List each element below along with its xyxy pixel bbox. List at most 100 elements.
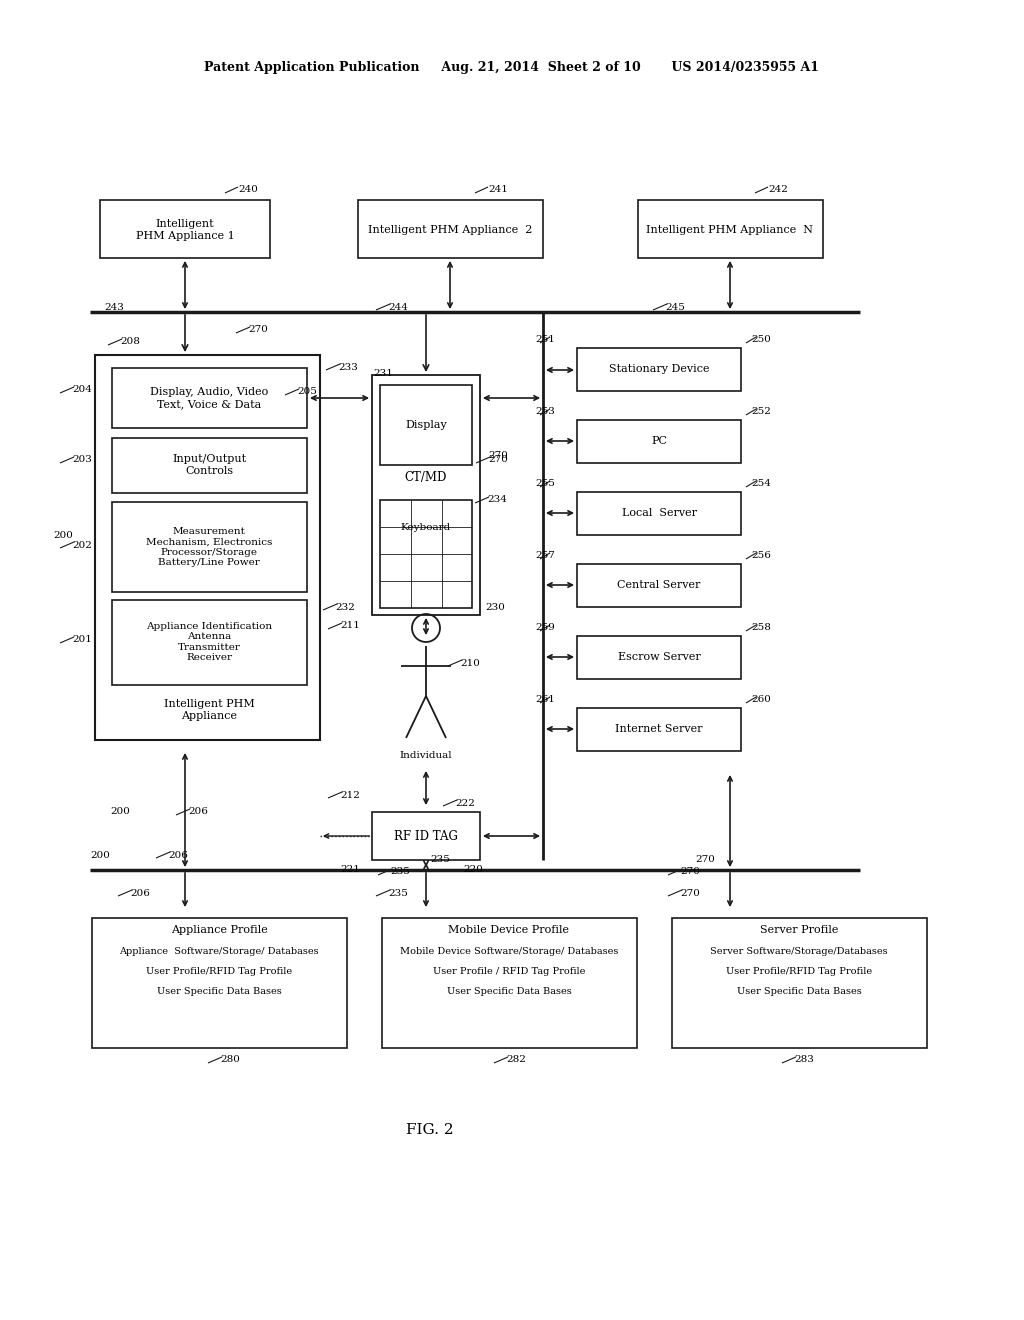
Text: 206: 206 <box>168 850 187 859</box>
FancyBboxPatch shape <box>112 502 307 591</box>
Text: Appliance Profile: Appliance Profile <box>171 925 267 935</box>
Text: 203: 203 <box>72 455 92 465</box>
FancyBboxPatch shape <box>638 201 823 257</box>
Text: Server Software/Storage/Databases: Server Software/Storage/Databases <box>711 948 888 957</box>
Text: 283: 283 <box>794 1056 814 1064</box>
Text: Appliance  Software/Storage/ Databases: Appliance Software/Storage/ Databases <box>119 948 318 957</box>
Text: 234: 234 <box>487 495 507 504</box>
Text: 254: 254 <box>751 479 771 488</box>
FancyBboxPatch shape <box>382 917 637 1048</box>
Text: 200: 200 <box>90 850 110 859</box>
Text: Keyboard: Keyboard <box>400 523 452 532</box>
Text: Patent Application Publication     Aug. 21, 2014  Sheet 2 of 10       US 2014/02: Patent Application Publication Aug. 21, … <box>205 62 819 74</box>
FancyBboxPatch shape <box>100 201 270 257</box>
FancyBboxPatch shape <box>577 348 741 391</box>
Text: 270: 270 <box>680 888 699 898</box>
Text: 200: 200 <box>110 808 130 817</box>
Text: User Profile/RFID Tag Profile: User Profile/RFID Tag Profile <box>146 968 292 977</box>
Text: 243: 243 <box>104 304 124 313</box>
Text: 270: 270 <box>248 326 268 334</box>
Text: 256: 256 <box>751 552 771 561</box>
Text: Intelligent PHM Appliance  N: Intelligent PHM Appliance N <box>646 224 813 235</box>
Text: FIG. 2: FIG. 2 <box>407 1123 454 1137</box>
Text: 242: 242 <box>768 186 787 194</box>
Text: 259: 259 <box>535 623 555 632</box>
Text: 257: 257 <box>535 552 555 561</box>
Text: 202: 202 <box>72 540 92 549</box>
Text: 255: 255 <box>535 479 555 488</box>
Text: 232: 232 <box>335 602 355 611</box>
Text: 212: 212 <box>340 791 359 800</box>
Text: 235: 235 <box>390 867 410 876</box>
FancyBboxPatch shape <box>372 812 480 861</box>
FancyBboxPatch shape <box>358 201 543 257</box>
Text: Display, Audio, Video
Text, Voice & Data: Display, Audio, Video Text, Voice & Data <box>150 387 268 409</box>
FancyBboxPatch shape <box>672 917 927 1048</box>
Text: 201: 201 <box>72 635 92 644</box>
Text: Measurement
Mechanism, Electronics
Processor/Storage
Battery/Line Power: Measurement Mechanism, Electronics Proce… <box>145 527 272 568</box>
Text: Escrow Server: Escrow Server <box>617 652 700 663</box>
Text: Central Server: Central Server <box>617 579 700 590</box>
Text: 211: 211 <box>340 622 359 631</box>
Text: 235: 235 <box>430 855 450 865</box>
Text: 270: 270 <box>488 450 508 459</box>
Text: 258: 258 <box>751 623 771 632</box>
Text: User Specific Data Bases: User Specific Data Bases <box>446 987 571 997</box>
Text: 244: 244 <box>388 304 408 313</box>
Text: Intelligent
PHM Appliance 1: Intelligent PHM Appliance 1 <box>135 219 234 240</box>
Text: 282: 282 <box>506 1056 526 1064</box>
FancyBboxPatch shape <box>112 601 307 685</box>
FancyBboxPatch shape <box>577 708 741 751</box>
FancyBboxPatch shape <box>577 636 741 678</box>
Text: 233: 233 <box>338 363 357 371</box>
FancyBboxPatch shape <box>112 368 307 428</box>
Text: 230: 230 <box>485 603 505 612</box>
Text: User Profile / RFID Tag Profile: User Profile / RFID Tag Profile <box>433 968 585 977</box>
Text: 206: 206 <box>188 808 208 817</box>
Text: 241: 241 <box>488 186 508 194</box>
Text: User Specific Data Bases: User Specific Data Bases <box>736 987 861 997</box>
FancyBboxPatch shape <box>577 564 741 607</box>
Text: 220: 220 <box>463 866 483 874</box>
Text: 270: 270 <box>680 867 699 876</box>
FancyBboxPatch shape <box>577 492 741 535</box>
Text: 251: 251 <box>535 335 555 345</box>
Text: CT/MD: CT/MD <box>404 471 447 484</box>
Text: 260: 260 <box>751 696 771 705</box>
Text: Stationary Device: Stationary Device <box>608 364 710 374</box>
Text: Intelligent PHM Appliance  2: Intelligent PHM Appliance 2 <box>368 224 532 235</box>
Text: 210: 210 <box>460 659 480 668</box>
FancyBboxPatch shape <box>92 917 347 1048</box>
FancyBboxPatch shape <box>95 355 319 741</box>
Text: Internet Server: Internet Server <box>615 723 702 734</box>
Text: 222: 222 <box>455 799 475 808</box>
Text: 250: 250 <box>751 335 771 345</box>
Text: 235: 235 <box>388 888 408 898</box>
Text: 270: 270 <box>695 855 715 865</box>
Text: 208: 208 <box>120 338 140 346</box>
Text: Input/Output
Controls: Input/Output Controls <box>172 454 246 475</box>
Text: Server Profile: Server Profile <box>760 925 839 935</box>
Text: PC: PC <box>651 436 667 446</box>
Text: 206: 206 <box>130 888 150 898</box>
Text: Intelligent PHM
Appliance: Intelligent PHM Appliance <box>164 700 254 721</box>
Text: User Specific Data Bases: User Specific Data Bases <box>157 987 282 997</box>
Text: Display: Display <box>406 420 446 430</box>
FancyBboxPatch shape <box>380 385 472 465</box>
Text: 205: 205 <box>297 388 316 396</box>
Text: 280: 280 <box>220 1056 240 1064</box>
Text: 253: 253 <box>535 408 555 417</box>
Text: 200: 200 <box>53 531 73 540</box>
Text: Appliance Identification
Antenna
Transmitter
Receiver: Appliance Identification Antenna Transmi… <box>146 622 272 663</box>
Text: 261: 261 <box>535 696 555 705</box>
Text: 270: 270 <box>488 455 508 465</box>
FancyBboxPatch shape <box>380 500 472 609</box>
Text: 240: 240 <box>238 186 258 194</box>
Text: 252: 252 <box>751 408 771 417</box>
Text: Local  Server: Local Server <box>622 508 696 517</box>
Text: 245: 245 <box>665 304 685 313</box>
Text: 204: 204 <box>72 385 92 395</box>
FancyBboxPatch shape <box>577 420 741 463</box>
FancyBboxPatch shape <box>112 438 307 492</box>
Text: 221: 221 <box>340 866 359 874</box>
